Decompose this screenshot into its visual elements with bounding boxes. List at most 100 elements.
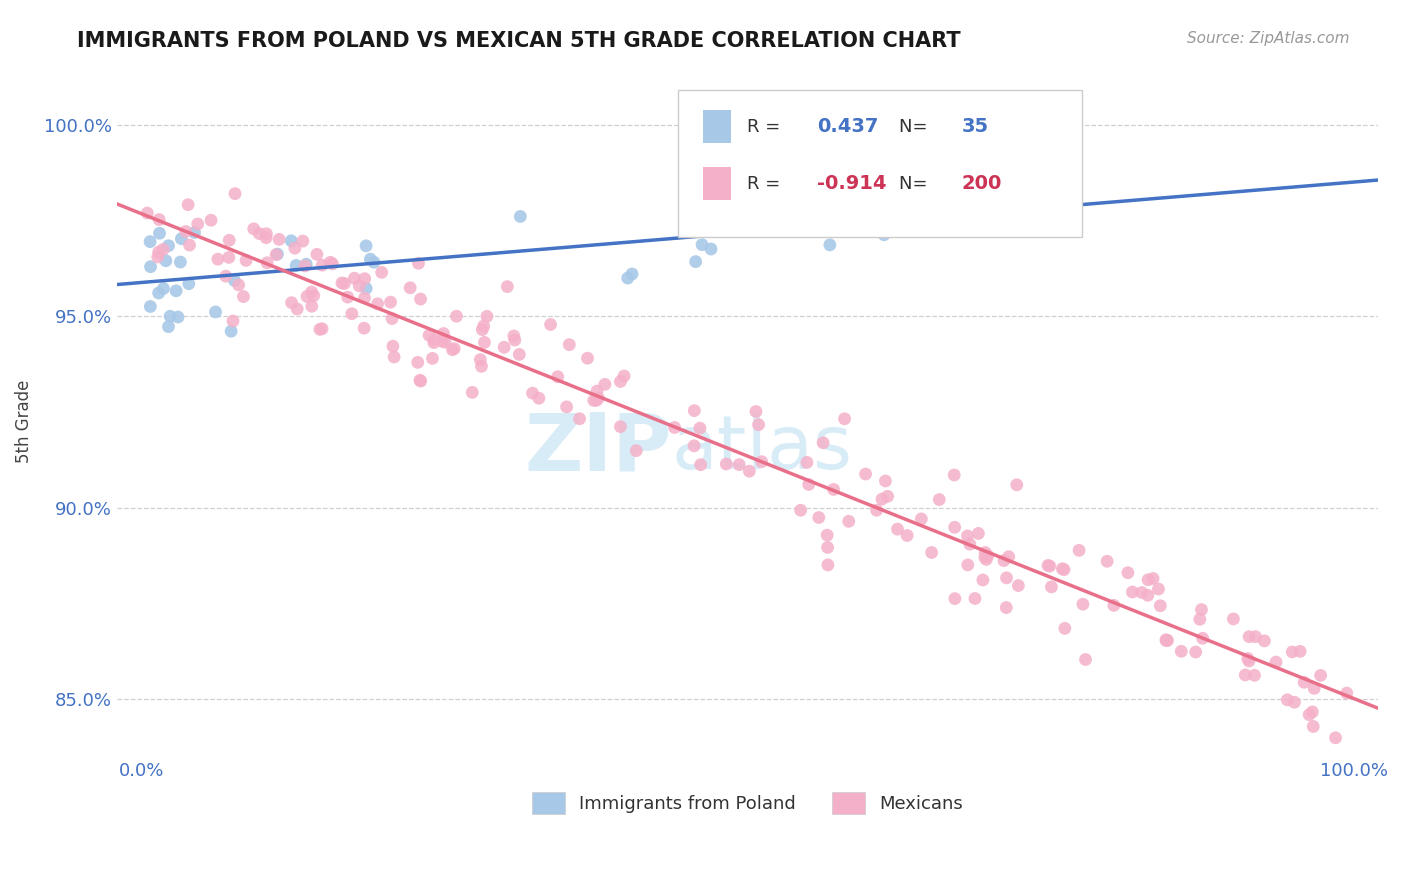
Point: [689, 458, 711, 472]
Point: [1170, 644, 1192, 658]
Text: -0.914: -0.914: [817, 174, 886, 193]
Point: [422, 351, 444, 366]
Point: [311, 258, 333, 272]
Point: [1137, 573, 1160, 587]
Point: [1253, 633, 1275, 648]
Point: [409, 374, 432, 388]
Point: [1036, 558, 1059, 573]
Point: [432, 334, 454, 349]
Point: [443, 342, 465, 356]
Point: [155, 253, 177, 268]
Point: [472, 319, 495, 334]
Point: [291, 234, 314, 248]
Point: [1237, 630, 1260, 644]
Point: [896, 528, 918, 542]
Point: [370, 265, 392, 279]
Point: [811, 435, 834, 450]
Point: [834, 412, 856, 426]
Point: [1237, 654, 1260, 668]
Point: [609, 375, 631, 389]
Point: [1298, 707, 1320, 722]
Point: [626, 443, 648, 458]
Point: [873, 227, 896, 242]
Point: [1039, 559, 1062, 574]
Point: [1301, 705, 1323, 719]
Point: [152, 281, 174, 295]
Point: [471, 323, 494, 337]
Point: [423, 335, 446, 350]
Text: N=: N=: [898, 118, 934, 136]
Point: [1244, 630, 1267, 644]
Point: [664, 420, 686, 434]
Point: [1243, 668, 1265, 682]
Point: [1289, 644, 1312, 658]
Point: [876, 489, 898, 503]
Point: [381, 311, 404, 326]
Text: 200: 200: [962, 174, 1002, 193]
Point: [609, 419, 631, 434]
Point: [690, 237, 713, 252]
Point: [333, 277, 356, 291]
Point: [683, 403, 706, 417]
Point: [974, 552, 997, 566]
Text: Source: ZipAtlas.com: Source: ZipAtlas.com: [1187, 31, 1350, 46]
Point: [973, 550, 995, 565]
Point: [621, 267, 644, 281]
Point: [1074, 652, 1097, 666]
Point: [509, 210, 531, 224]
Point: [527, 391, 550, 405]
Point: [1336, 686, 1358, 700]
Point: [353, 271, 375, 285]
Point: [148, 226, 170, 240]
Point: [295, 257, 318, 271]
Point: [446, 309, 468, 323]
Point: [1130, 585, 1153, 599]
Point: [139, 235, 162, 249]
Point: [305, 247, 328, 261]
Point: [1005, 477, 1028, 491]
Point: [359, 252, 381, 267]
Text: R =: R =: [748, 118, 786, 136]
Point: [745, 404, 768, 418]
Point: [1142, 572, 1164, 586]
Point: [993, 553, 1015, 567]
Point: [1302, 719, 1324, 733]
Point: [943, 591, 966, 606]
Point: [1294, 675, 1316, 690]
Point: [256, 256, 278, 270]
Point: [1303, 681, 1326, 696]
Point: [728, 458, 751, 472]
Point: [503, 333, 526, 347]
Point: [1053, 621, 1076, 635]
Point: [789, 503, 811, 517]
Point: [582, 393, 605, 408]
Point: [148, 285, 170, 300]
Point: [576, 351, 599, 366]
Point: [177, 277, 200, 291]
Point: [823, 483, 845, 497]
Point: [616, 271, 638, 285]
Point: [1191, 632, 1213, 646]
Point: [319, 255, 342, 269]
Point: [967, 526, 990, 541]
Point: [409, 292, 432, 306]
Point: [148, 212, 170, 227]
Point: [204, 305, 226, 319]
Point: [496, 279, 519, 293]
Point: [1265, 655, 1288, 669]
Point: [865, 503, 887, 517]
Point: [218, 251, 240, 265]
Point: [381, 339, 404, 353]
Point: [170, 232, 193, 246]
Point: [522, 386, 544, 401]
Point: [1191, 602, 1213, 616]
Point: [748, 417, 770, 432]
Point: [285, 301, 308, 316]
Point: [1154, 633, 1177, 648]
Point: [494, 340, 516, 354]
Point: [568, 411, 591, 425]
Point: [336, 290, 359, 304]
Point: [242, 222, 264, 236]
Point: [613, 369, 636, 384]
Point: [928, 492, 950, 507]
